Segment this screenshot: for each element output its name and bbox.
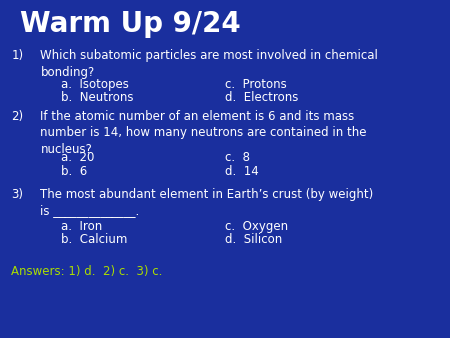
Text: d.  Electrons: d. Electrons [225, 91, 298, 104]
Text: c.  8: c. 8 [225, 151, 250, 164]
Text: b.  Calcium: b. Calcium [61, 233, 127, 246]
Text: The most abundant element in Earth’s crust (by weight)
is ______________.: The most abundant element in Earth’s cru… [40, 188, 374, 217]
Text: Which subatomic particles are most involved in chemical
bonding?: Which subatomic particles are most invol… [40, 49, 378, 78]
Text: c.  Protons: c. Protons [225, 78, 287, 91]
Text: d.  14: d. 14 [225, 165, 259, 177]
Text: b.  6: b. 6 [61, 165, 87, 177]
Text: If the atomic number of an element is 6 and its mass
number is 14, how many neut: If the atomic number of an element is 6 … [40, 110, 367, 156]
Text: 3): 3) [11, 188, 23, 200]
Text: a.  Iron: a. Iron [61, 220, 102, 233]
Text: b.  Neutrons: b. Neutrons [61, 91, 133, 104]
Text: Answers: 1) d.  2) c.  3) c.: Answers: 1) d. 2) c. 3) c. [11, 265, 162, 278]
Text: Warm Up 9/24: Warm Up 9/24 [20, 10, 241, 38]
Text: c.  Oxygen: c. Oxygen [225, 220, 288, 233]
Text: 2): 2) [11, 110, 23, 123]
Text: 1): 1) [11, 49, 23, 62]
Text: a.  20: a. 20 [61, 151, 94, 164]
Text: d.  Silicon: d. Silicon [225, 233, 282, 246]
Text: a.  Isotopes: a. Isotopes [61, 78, 129, 91]
